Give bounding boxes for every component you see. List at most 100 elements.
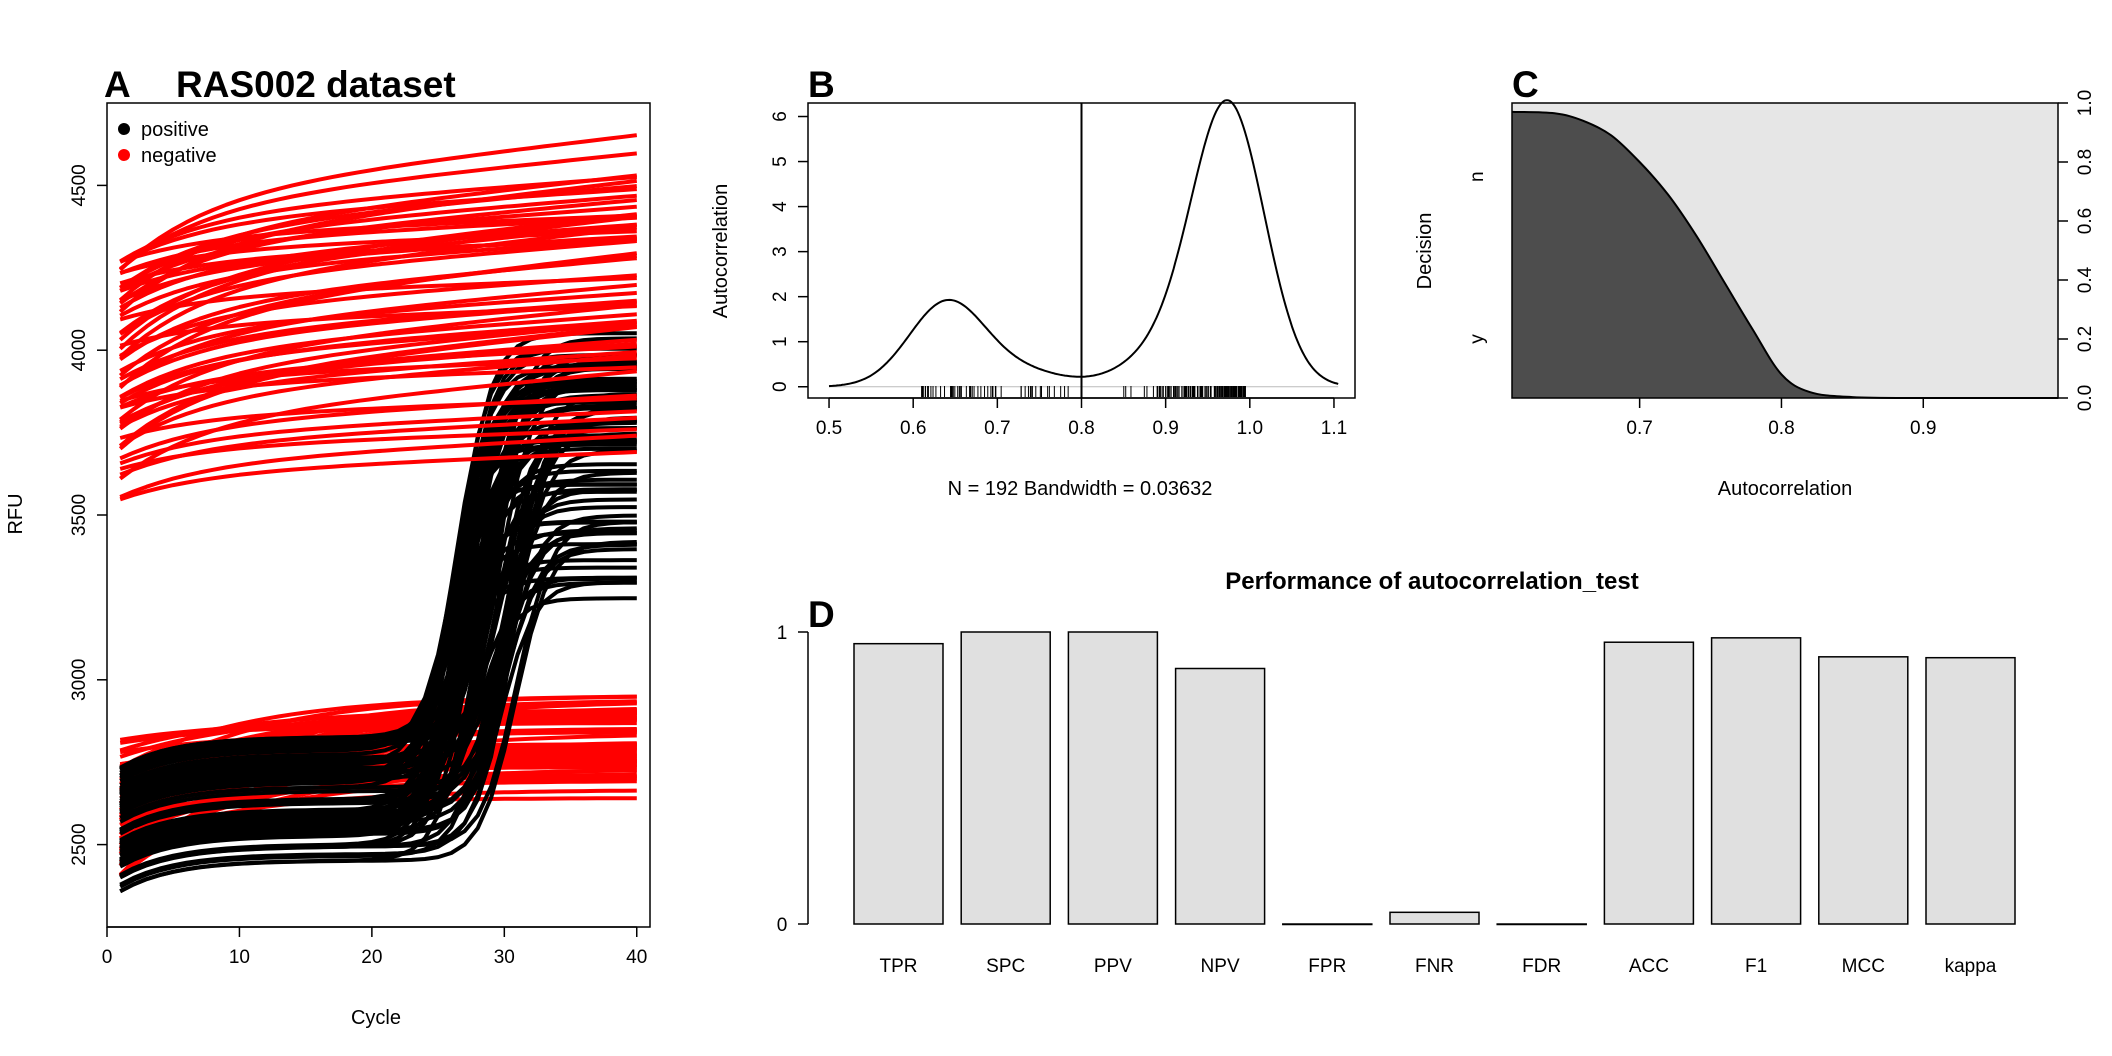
panel-d-letter: D — [808, 594, 835, 635]
y-tick-label: 2 — [770, 291, 791, 302]
negative-curve — [119, 175, 637, 264]
positive-curve — [119, 359, 637, 790]
legend-negative-label: negative — [141, 145, 217, 167]
panel-d-bar-chart: Performance of autocorrelation_test D TP… — [777, 568, 2016, 977]
panel-a-ylabel: RFU — [5, 493, 27, 534]
panel-b-ylabel: Autocorrelation — [710, 184, 732, 319]
negative-curve — [119, 369, 637, 481]
category-label-fpr: FPR — [1308, 956, 1346, 977]
bar-spc — [960, 631, 1051, 925]
panel-d-title: Performance of autocorrelation_test — [1225, 568, 1638, 595]
panel-c-xlabel: Autocorrelation — [1718, 478, 1853, 500]
negative-curve — [119, 215, 637, 276]
category-label-f1: F1 — [1745, 956, 1767, 977]
negative-curve — [119, 290, 637, 373]
panel-a-curves — [118, 133, 638, 894]
positive-curve — [119, 580, 637, 887]
category-label-fnr: FNR — [1415, 956, 1454, 977]
y-tick-label: 1 — [770, 336, 791, 347]
negative-curve — [119, 433, 637, 499]
x-tick-label: 0.8 — [1768, 418, 1794, 439]
y-tick-label: 4 — [770, 201, 791, 212]
x-tick-label: 0.5 — [816, 418, 842, 439]
negative-curve — [118, 151, 638, 271]
negative-curve — [119, 282, 637, 388]
negative-curve — [119, 298, 637, 381]
right-tick-label: 1.0 — [2075, 90, 2096, 116]
panel-b-density — [828, 99, 1339, 398]
bar-npv — [1174, 667, 1266, 925]
category-label-acc: ACC — [1629, 956, 1669, 977]
panel-c-ylabel: Decision — [1414, 213, 1436, 290]
bar-kappa — [1925, 656, 2016, 925]
category-label-n: n — [1467, 171, 1488, 182]
negative-curve — [119, 222, 637, 310]
x-tick-label: 0.7 — [1626, 418, 1652, 439]
positive-curve — [119, 426, 637, 787]
panel-b-xlabel: N = 192 Bandwidth = 0.03632 — [948, 478, 1213, 500]
panel-a-xlabel: Cycle — [351, 1007, 401, 1029]
positive-curve — [119, 439, 637, 778]
negative-curve — [119, 273, 637, 358]
category-label-tpr: TPR — [880, 956, 918, 977]
y-tick-label: 3000 — [69, 659, 90, 701]
bar-tpr — [853, 642, 944, 925]
negative-curve — [118, 253, 638, 378]
positive-curve — [119, 505, 637, 865]
negative-curve — [118, 178, 638, 314]
panel-b-axes: 0.5 0.6 0.7 0.8 0.9 1.0 1.1 0 1 2 3 4 5 6 — [770, 111, 1347, 439]
x-tick-label: 0.8 — [1068, 418, 1094, 439]
panel-c-areas — [1511, 103, 2059, 400]
bar-fnr — [1389, 911, 1480, 925]
panel-b-letter: B — [808, 64, 835, 105]
category-label-mcc: MCC — [1842, 956, 1885, 977]
category-label-spc: SPC — [986, 956, 1025, 977]
panel-d-axes: TPR SPC PPV NPV FPR FNR FDR ACC F1 MCC kappa 0 1 — [777, 623, 1997, 977]
x-tick-label: 40 — [626, 947, 647, 968]
panel-b-density-plot: 0.5 0.6 0.7 0.8 0.9 1.0 1.1 0 1 2 3 4 5 6 B N = 192 B… — [710, 64, 1356, 500]
y-tick-label: 5 — [770, 156, 791, 167]
positive-curve — [119, 540, 637, 894]
y-tick-label: 4000 — [69, 329, 90, 371]
negative-curve — [119, 198, 637, 305]
x-tick-label: 0.6 — [900, 418, 926, 439]
y-tick-label: 0 — [770, 381, 791, 392]
x-tick-label: 1.1 — [1321, 418, 1347, 439]
bar-f1 — [1710, 637, 1802, 925]
negative-curve — [119, 450, 637, 502]
negative-curve — [119, 694, 637, 770]
x-tick-label: 1.0 — [1237, 418, 1263, 439]
y-tick-label: 4500 — [69, 164, 90, 206]
negative-curve — [119, 409, 637, 466]
negative-curve — [119, 187, 637, 264]
positive-curve — [119, 520, 637, 861]
y-tick-label: 1 — [777, 623, 788, 644]
right-tick-label: 0.4 — [2075, 266, 2096, 293]
right-tick-label: 0.6 — [2075, 208, 2096, 234]
x-tick-label: 30 — [494, 947, 515, 968]
panel-a-letter: A — [104, 64, 131, 105]
density-curve — [828, 99, 1339, 388]
bar-acc — [1603, 641, 1695, 925]
category-label-npv: NPV — [1201, 956, 1240, 977]
negative-curve — [119, 318, 637, 405]
panel-c-plot-frame — [1511, 102, 2059, 399]
bar-fdr — [1496, 923, 1587, 926]
negative-curve — [119, 341, 637, 424]
negative-curve — [119, 396, 637, 440]
panel-c-decision-plot: 0.7 0.8 0.9 0.0 0.2 0.4 0.6 0.8 1.0 y n C Autocorr… — [1414, 64, 2096, 500]
decision-y-area — [1512, 111, 2058, 399]
y-tick-label: 2500 — [69, 823, 90, 865]
panel-a-axes: 0 10 20 30 40 2500 3000 3500 4000 4500 — [69, 164, 647, 968]
y-tick-label: 3 — [770, 246, 791, 257]
y-tick-label: 3500 — [69, 494, 90, 536]
right-tick-label: 0.2 — [2075, 326, 2096, 352]
x-tick-label: 10 — [229, 947, 250, 968]
legend-negative-marker — [118, 149, 130, 161]
positive-curve — [119, 497, 637, 847]
category-label-y: y — [1467, 334, 1488, 344]
x-tick-label: 0.9 — [1910, 418, 1936, 439]
x-tick-label: 0 — [102, 947, 113, 968]
right-tick-label: 0.8 — [2075, 149, 2096, 175]
